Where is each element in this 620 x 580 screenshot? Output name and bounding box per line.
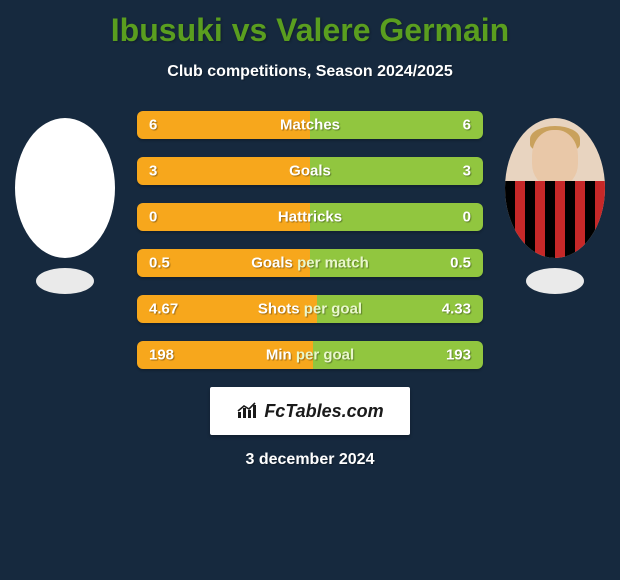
stat-label: Goals [289, 163, 331, 180]
stat-label-secondary: per match [297, 255, 369, 272]
stat-row: 0.5 0.5 Goals per match [137, 249, 483, 277]
page-title: Ibusuki vs Valere Germain [0, 12, 620, 49]
bar-segment-left [137, 157, 310, 185]
stat-value-right: 3 [463, 163, 471, 180]
stat-value-right: 0.5 [450, 255, 471, 272]
stat-label-primary: Hattricks [278, 209, 342, 226]
player-right [496, 118, 614, 294]
player-left [6, 118, 124, 294]
stat-row: 4.67 4.33 Shots per goal [137, 295, 483, 323]
flag-left [36, 268, 94, 294]
stat-label-primary: Min [266, 347, 292, 364]
avatar-left [15, 118, 115, 258]
stat-label-primary: Matches [280, 117, 340, 134]
fctables-badge[interactable]: FcTables.com [210, 387, 410, 435]
fctables-label: FcTables.com [264, 401, 383, 422]
stat-value-left: 0 [149, 209, 157, 226]
stat-label: Hattricks [278, 209, 342, 226]
stat-label-primary: Shots [258, 301, 300, 318]
stat-value-right: 4.33 [442, 301, 471, 318]
stat-label: Shots per goal [258, 301, 362, 318]
stat-label: Min per goal [266, 347, 354, 364]
comparison-card: Ibusuki vs Valere Germain Club competiti… [0, 0, 620, 580]
subtitle: Club competitions, Season 2024/2025 [0, 63, 620, 81]
stat-value-left: 3 [149, 163, 157, 180]
stat-value-right: 193 [446, 347, 471, 364]
flag-right [526, 268, 584, 294]
stat-label-secondary: per goal [296, 347, 354, 364]
stat-value-left: 4.67 [149, 301, 178, 318]
stat-value-left: 0.5 [149, 255, 170, 272]
stat-row: 3 3 Goals [137, 157, 483, 185]
stat-label: Matches [280, 117, 340, 134]
stat-label-primary: Goals [289, 163, 331, 180]
avatar-right [505, 118, 605, 258]
date-label: 3 december 2024 [0, 451, 620, 469]
stat-row: 6 6 Matches [137, 111, 483, 139]
stat-value-right: 0 [463, 209, 471, 226]
avatar-head [532, 130, 578, 186]
chart-icon [236, 402, 258, 420]
stat-value-left: 198 [149, 347, 174, 364]
stat-value-left: 6 [149, 117, 157, 134]
stat-bars: 6 6 Matches 3 3 Goals 0 0 Hattricks 0.5 0.5 Goals p… [137, 111, 483, 369]
stat-row: 198 193 Min per goal [137, 341, 483, 369]
stat-label-primary: Goals [251, 255, 293, 272]
stat-label: Goals per match [251, 255, 369, 272]
stat-value-right: 6 [463, 117, 471, 134]
stat-label-secondary: per goal [304, 301, 362, 318]
stat-row: 0 0 Hattricks [137, 203, 483, 231]
bar-segment-right [310, 157, 483, 185]
